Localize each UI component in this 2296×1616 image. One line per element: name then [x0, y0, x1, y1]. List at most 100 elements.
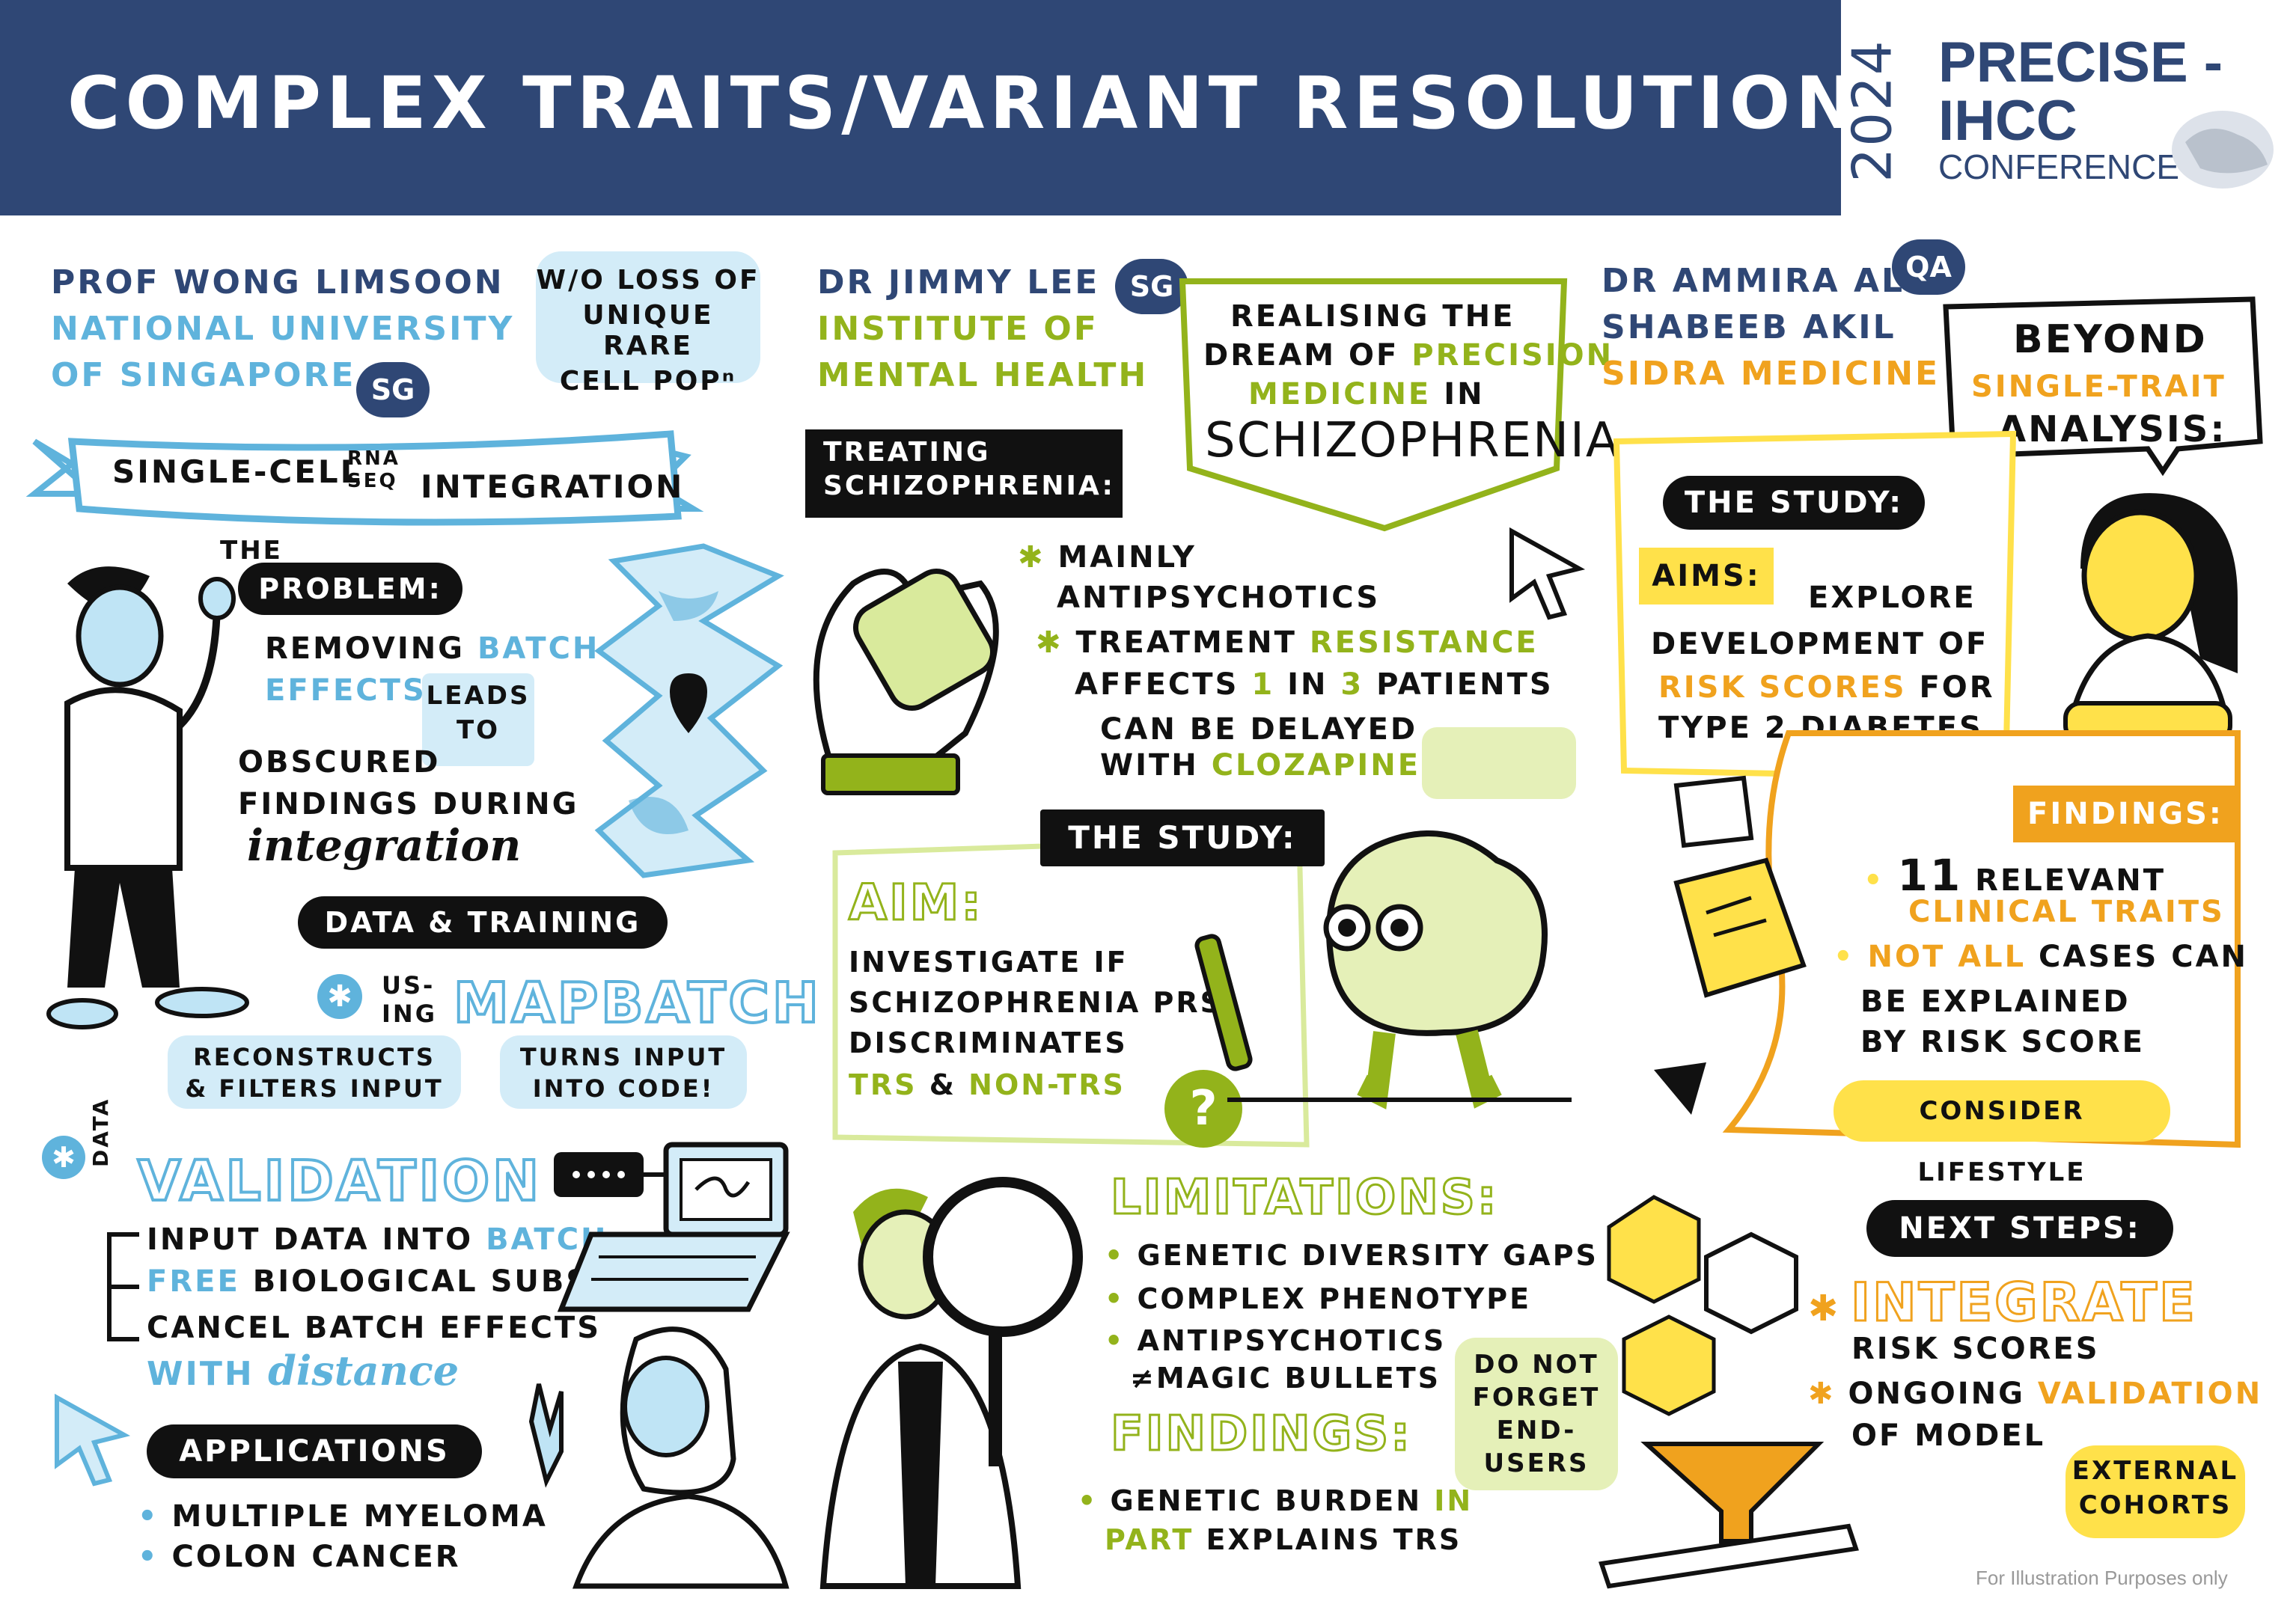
logo-line1: PRECISE -	[1938, 31, 2223, 94]
bullet-dot: •	[1105, 1324, 1138, 1357]
institution-1-line1: NATIONAL UNIVERSITY	[51, 310, 515, 348]
study-label-3-text: THE STUDY:	[1684, 486, 1904, 520]
limitation-3a: • ANTIPSYCHOTICS	[1105, 1324, 1446, 1357]
asterisk-icon: ✱	[317, 974, 362, 1019]
application-2-text: COLON CANCER	[171, 1540, 461, 1574]
treat-bullet-1-text: MAINLY	[1057, 540, 1197, 575]
asterisk-icon: ✱	[1808, 1288, 1851, 1329]
country-badge-sg-2: SG	[1115, 259, 1188, 314]
cursor-icon-2	[1509, 527, 1586, 620]
title-banner-line3: MEDICINE IN	[1248, 377, 1485, 411]
speaker-name-3-line2: SHABEEB AKIL	[1602, 308, 1896, 346]
banner-highlight: PRECISION	[1411, 338, 1614, 373]
findings-label-3-text: FINDINGS:	[2027, 797, 2223, 831]
study-label-2: THE STUDY:	[1040, 809, 1325, 866]
treat-bullet-3-line1: CAN BE DELAYED	[1100, 712, 1418, 747]
t-c: IN	[1274, 667, 1341, 702]
finding-3-2-line2: BE EXPLAINED	[1860, 985, 2131, 1019]
page-title: COMPLEX TRAITS/VARIANT RESOLUTION	[67, 61, 1861, 145]
finding-3-1: • 11 RELEVANT	[1863, 850, 2166, 901]
t-a: AFFECTS	[1075, 667, 1252, 702]
asterisk-icon: ✱	[1036, 625, 1076, 660]
finding-3-1-text: RELEVANT	[1962, 863, 2167, 898]
speech-bubble-rare-cells: W/O LOSS OF UNIQUE RARE CELL POPⁿ	[536, 251, 760, 397]
aims-label: AIMS:	[1639, 548, 1774, 605]
brain-character-illustration	[1194, 830, 1572, 1110]
data-training-label: DATA & TRAINING	[298, 896, 668, 949]
header-bar	[0, 0, 1841, 215]
banner-text-2: IN	[1431, 377, 1485, 411]
logo-year: 2024	[1840, 39, 1904, 183]
bullet-dot: •	[1105, 1239, 1138, 1272]
laptop-illustration	[554, 1142, 790, 1312]
problem-text: REMOVING	[265, 631, 477, 666]
country-badge-qa: QA	[1892, 239, 1965, 295]
bullet-dot: •	[1105, 1282, 1138, 1315]
findings-2-text-2a: PART	[1105, 1523, 1194, 1556]
institution-2-line1: INSTITUTE OF	[817, 310, 1099, 348]
aims-line1: EXPLORE	[1808, 581, 1976, 615]
scientist-illustration	[46, 566, 249, 1029]
findings-2-line1: • GENETIC BURDEN IN	[1078, 1484, 1473, 1517]
application-2: • COLON CANCER	[138, 1540, 461, 1574]
aim-line2: SCHIZOPHRENIA PRS	[849, 986, 1223, 1019]
asterisk-icon: ✱	[1018, 540, 1058, 575]
aims-risk: RISK SCORES	[1658, 670, 1907, 705]
question-badge: ?	[1164, 1070, 1242, 1148]
aim-label: AIM:	[848, 873, 983, 933]
treat-bullet-1-line1: ✱ MAINLY	[1018, 540, 1197, 575]
to-text: TO	[456, 715, 501, 745]
limitation-3b: ≠MAGIC BULLETS	[1130, 1362, 1441, 1395]
validation-line4: WITH distance	[147, 1347, 459, 1395]
footer-disclaimer: For Illustration Purposes only	[1976, 1567, 2228, 1589]
treating-label: TREATING SCHIZOPHRENIA:	[805, 429, 1123, 518]
speaker-name-2: DR JIMMY LEE	[817, 263, 1100, 302]
finding-3-2-b: CASES CAN	[2026, 940, 2249, 974]
banner-text: DREAM OF	[1203, 338, 1412, 373]
limitation-1: • GENETIC DIVERSITY GAPS	[1105, 1239, 1599, 1272]
aim-trs: TRS	[849, 1068, 918, 1101]
consider-lifestyle-text: CONSIDER LIFESTYLE	[1917, 1096, 2086, 1187]
turns-input-line2: INTO CODE!	[532, 1074, 715, 1103]
findings-2-text-1b: IN	[1434, 1484, 1474, 1517]
validation-text-1a: INPUT DATA INTO	[147, 1222, 486, 1257]
next-step-1: ✱ INTEGRATE	[1808, 1271, 2197, 1335]
beyond-line1: BEYOND	[2013, 317, 2208, 362]
speaker-name-3-line1: DR AMMIRA AL	[1602, 262, 1905, 300]
problem-label-text: PROBLEM:	[258, 572, 442, 605]
consider-lifestyle-badge: CONSIDER LIFESTYLE	[1834, 1080, 2170, 1187]
aim-non-trs: NON-TRS	[968, 1068, 1126, 1101]
bubble-line3: CELL POPⁿ	[559, 366, 737, 397]
aim-line4: TRS & NON-TRS	[849, 1068, 1126, 1101]
country-badge-sg: SG	[356, 362, 430, 417]
reconstructs-box: RECONSTRUCTS & FILTERS INPUT	[168, 1035, 461, 1109]
end-users-note: DO NOT FORGET END- USERS	[1455, 1338, 1618, 1490]
finding-3-2: • NOT ALL CASES CAN	[1834, 940, 2248, 974]
treating-line1: TREATING	[823, 437, 991, 468]
institution-2-line2: MENTAL HEALTH	[817, 356, 1149, 394]
finding-3-2-a: NOT ALL	[1867, 940, 2027, 974]
using-a: US-	[382, 971, 436, 1000]
title-banner-line2: DREAM OF PRECISION	[1203, 338, 1613, 373]
finding-3-2-line3: BY RISK SCORE	[1860, 1025, 2145, 1059]
findings-2-text-2b: EXPLAINS TRS	[1194, 1523, 1462, 1556]
treat-bullet-3-line2: WITH CLOZAPINE	[1100, 748, 1420, 783]
next-step-2-a: ONGOING	[1848, 1377, 2038, 1411]
external-line2: COHORTS	[2078, 1490, 2232, 1520]
title-banner-shape	[1179, 278, 1568, 532]
ribbon-banner	[25, 430, 704, 526]
validation-text-4a: WITH	[147, 1355, 269, 1393]
obscured-line2: FINDINGS DURING	[238, 787, 579, 821]
logo-line2: IHCC	[1938, 89, 2077, 153]
beyond-trait: -TRAIT	[2106, 370, 2226, 404]
magnifier-scientist-illustration	[819, 1177, 1083, 1589]
data-vertical: DATA	[88, 1097, 113, 1167]
reconstructs-line1: RECONSTRUCTS	[193, 1043, 436, 1071]
treating-line2: SCHIZOPHRENIA:	[823, 471, 1115, 501]
speaker-name-1: PROF WONG LIMSOON	[51, 263, 504, 302]
finding-3-1-line2: CLINICAL TRAITS	[1908, 895, 2225, 929]
leads-text: LEADS	[426, 681, 531, 711]
treat-bullet-2-line1: ✱ TREATMENT RESISTANCE	[1036, 625, 1539, 660]
integrate-text: INTEGRATE	[1849, 1271, 2197, 1335]
validation-text-4b: distance	[268, 1347, 459, 1395]
